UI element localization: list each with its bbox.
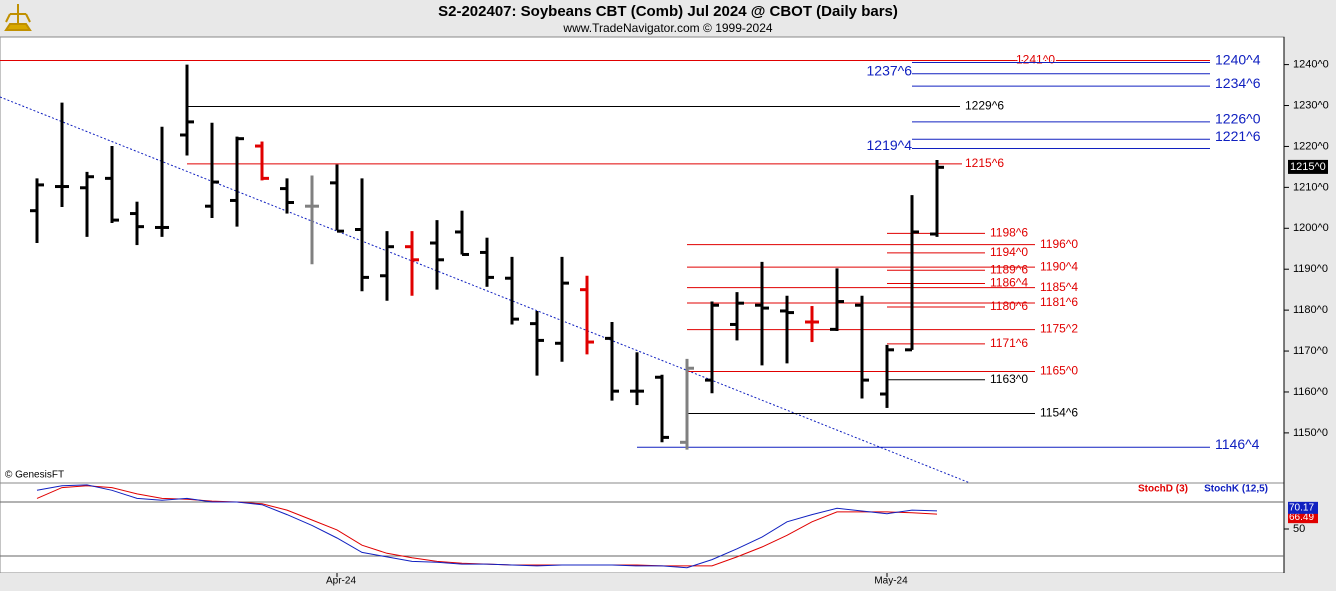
- stoch-last-label: 66.49: [1289, 512, 1314, 523]
- level-label: 1196^0: [1040, 237, 1078, 251]
- x-tick-label: Apr-24: [326, 576, 356, 587]
- x-tick-label: May-24: [874, 576, 908, 587]
- stoch-last-box: [1288, 511, 1318, 524]
- level-label: 1180^6: [990, 299, 1028, 313]
- chart-subtitle: www.TradeNavigator.com © 1999-2024: [562, 21, 772, 35]
- level-label: 1226^0: [1215, 111, 1261, 127]
- stoch-tick-label: 50: [1293, 523, 1305, 535]
- level-label: 1237^6: [867, 63, 913, 79]
- header-bg: [0, 0, 1336, 37]
- last-price-box: [1288, 159, 1328, 174]
- chart-title: S2-202407: Soybeans CBT (Comb) Jul 2024 …: [438, 3, 898, 20]
- level-label: 1186^4: [990, 276, 1028, 290]
- x-axis-bg: [0, 573, 1284, 591]
- y-tick-label: 1160^0: [1293, 386, 1328, 398]
- level-label: 1165^0: [1040, 364, 1078, 378]
- y-tick-label: 1240^0: [1293, 59, 1329, 71]
- level-label: 1175^2: [1040, 322, 1078, 336]
- level-label: 1171^6: [990, 336, 1028, 350]
- level-label: 1185^4: [1040, 280, 1078, 294]
- y-tick-label: 1200^0: [1293, 222, 1329, 234]
- y-tick-label: 1230^0: [1293, 99, 1329, 111]
- level-label: 1194^0: [990, 245, 1028, 259]
- last-price-label: 1215^0: [1290, 161, 1326, 173]
- legend-entry: StochD (3): [1138, 484, 1188, 495]
- level-label: 1240^4: [1215, 51, 1261, 67]
- level-label: 1234^6: [1215, 75, 1261, 91]
- stoch-last-label: 70.17: [1289, 502, 1314, 513]
- watermark: © GenesisFT: [5, 470, 64, 481]
- y-tick-label: 1170^0: [1293, 345, 1328, 357]
- level-label: 1190^4: [1040, 259, 1078, 273]
- level-label: 1146^4: [1215, 436, 1260, 452]
- level-label: 1215^6: [965, 156, 1004, 170]
- plot-bg: [0, 36, 1285, 574]
- legend-entry: StochK (12,5): [1204, 484, 1268, 495]
- level-label: 1189^6: [990, 262, 1028, 276]
- level-label: 1241^0: [1016, 53, 1055, 67]
- y-tick-label: 1180^0: [1293, 304, 1328, 316]
- axis-bg: [1284, 37, 1336, 591]
- level-label: 1163^0: [990, 372, 1028, 386]
- level-label: 1154^6: [1040, 406, 1078, 420]
- level-label: 1229^6: [965, 99, 1004, 113]
- level-label: 1198^6: [990, 226, 1028, 240]
- stoch-line: [36, 484, 938, 569]
- level-label: 1219^4: [867, 137, 913, 153]
- level-label: 1181^6: [1040, 295, 1078, 309]
- stoch-last-box: [1288, 501, 1318, 514]
- y-tick-label: 1150^0: [1293, 427, 1328, 439]
- y-tick-label: 1190^0: [1293, 263, 1328, 275]
- y-tick-label: 1210^0: [1293, 181, 1329, 193]
- logo: [4, 4, 32, 31]
- level-label: 1221^6: [1215, 128, 1261, 144]
- y-tick-label: 1220^0: [1293, 140, 1329, 152]
